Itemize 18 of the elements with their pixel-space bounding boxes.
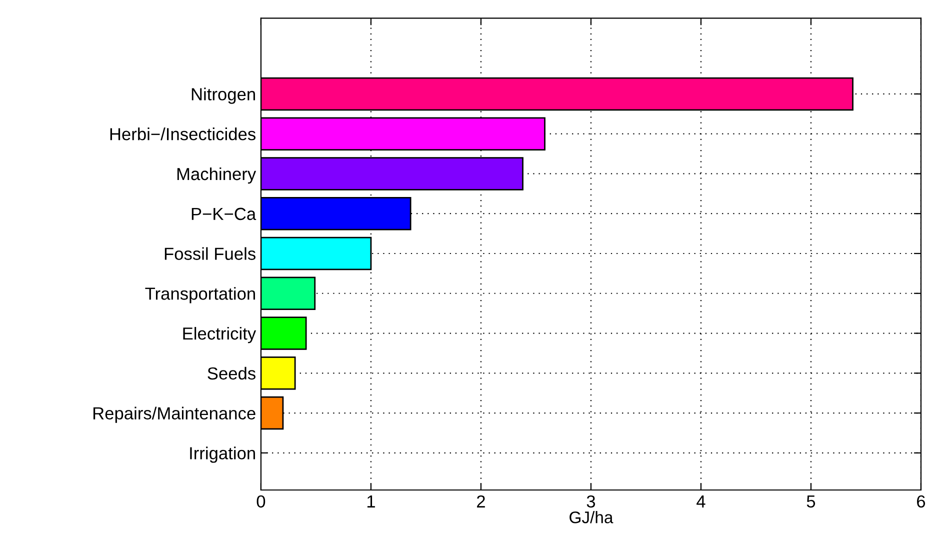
y-tick-label: P−K−Ca — [192, 208, 256, 220]
y-tick-label: Repairs/Maintenance — [93, 406, 256, 423]
y-tick-label: Fossil Fuels — [164, 247, 256, 260]
x-tick-label: 0 — [256, 495, 266, 508]
y-tick-label: Seeds — [208, 366, 256, 380]
y-tick-label: Herbi−/Insecticides — [110, 128, 256, 140]
x-tick-label: 1 — [367, 496, 375, 508]
x-tick-label: 5 — [806, 496, 816, 508]
y-tick-label: Machinery — [177, 167, 256, 184]
x-tick-label: 3 — [586, 495, 596, 508]
y-tick-label: Transportation — [145, 287, 255, 304]
y-tick-label: Nitrogen — [192, 88, 255, 104]
x-axis-title: GJ/ha — [570, 511, 614, 524]
x-tick-label: 2 — [477, 495, 485, 508]
y-tick-label: Irrigation — [190, 446, 255, 463]
y-tick-label: Electricity — [183, 326, 256, 344]
x-tick-label: 4 — [696, 496, 706, 508]
x-tick-label: 6 — [917, 495, 926, 508]
